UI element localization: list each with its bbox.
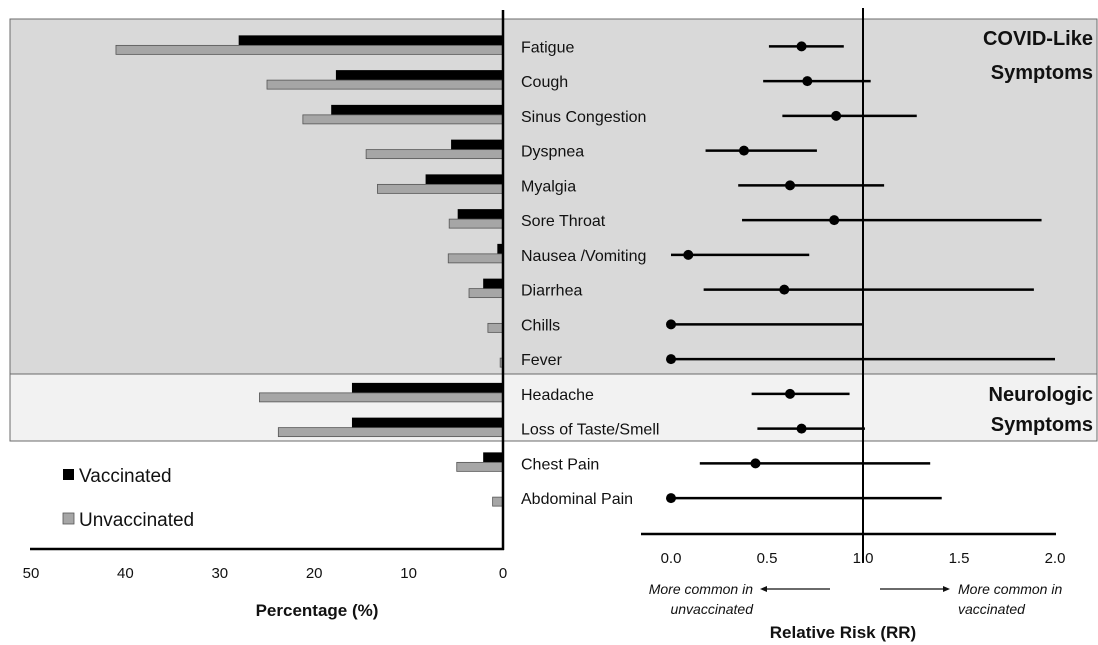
rr-point-cough xyxy=(802,76,813,87)
symptom-label-fatigue: Fatigue xyxy=(521,39,574,56)
arrowhead-right xyxy=(943,586,950,592)
symptom-label-dyspnea: Dyspnea xyxy=(521,144,584,161)
symptom-label-loss-of-taste-smell: Loss of Taste/Smell xyxy=(521,422,659,439)
bar-tick-20: 20 xyxy=(306,565,323,582)
legend: Vaccinated Unvaccinated xyxy=(62,466,194,531)
bar-vaccinated-myalgia xyxy=(425,174,503,185)
rr-point-fatigue xyxy=(796,41,807,52)
rr-point-sinus-congestion xyxy=(831,110,842,121)
legend-label-vaccinated: Vaccinated xyxy=(79,466,172,487)
symptom-label-sinus-congestion: Sinus Congestion xyxy=(521,109,646,126)
bar-tick-40: 40 xyxy=(117,565,134,582)
legend-swatch-vaccinated xyxy=(63,469,74,480)
rr-point-myalgia xyxy=(785,180,796,191)
symptom-label-diarrhea: Diarrhea xyxy=(521,283,582,300)
group-title-covid-line1: COVID-Like xyxy=(983,28,1093,50)
bar-vaccinated-sore-throat xyxy=(457,209,503,220)
note-right-line1: More common in xyxy=(958,581,1062,597)
rr-tick-1-5: 1.5 xyxy=(949,550,970,567)
bar-unvaccinated-myalgia xyxy=(377,183,504,194)
note-arrows xyxy=(760,586,950,592)
symptom-labels: Fatigue Cough Sinus Congestion Dyspnea Myalg… xyxy=(521,39,659,508)
rr-point-fever xyxy=(666,354,676,365)
bar-vaccinated-diarrhea xyxy=(483,278,503,289)
symptom-label-sore-throat: Sore Throat xyxy=(521,213,606,230)
rr-point-loss-of-taste-smell xyxy=(796,423,807,434)
rr-point-diarrhea xyxy=(779,284,790,295)
group-title-neuro-line1: Neurologic xyxy=(989,384,1093,406)
rr-point-chills xyxy=(666,319,676,330)
bar-unvaccinated-abdominal-pain xyxy=(492,496,504,507)
bar-tick-50: 50 xyxy=(23,565,40,582)
symptom-label-abdominal-pain: Abdominal Pain xyxy=(521,491,633,508)
group-title-covid-line2: Symptoms xyxy=(991,62,1093,84)
note-left-line2: unvaccinated xyxy=(670,601,754,617)
bar-tick-0: 0 xyxy=(499,565,507,582)
bar-vaccinated-nausea-vomiting xyxy=(497,243,503,254)
relative-risk-plot xyxy=(666,8,1055,563)
bar-vaccinated-fatigue xyxy=(238,35,503,46)
rr-tick-0-0: 0.0 xyxy=(661,550,682,567)
group-band-neurologic xyxy=(9,373,1098,442)
legend-swatch-unvaccinated xyxy=(62,512,75,525)
bar-vaccinated-chest-pain xyxy=(483,452,503,463)
rr-point-abdominal-pain xyxy=(666,493,676,504)
bar-vaccinated-headache xyxy=(351,382,503,393)
symptom-label-fever: Fever xyxy=(521,352,563,369)
bar-unvaccinated-cough xyxy=(266,79,504,90)
bar-unvaccinated-sinus-congestion xyxy=(302,114,504,125)
group-band-covid-like xyxy=(9,18,1098,375)
symptom-label-headache: Headache xyxy=(521,387,594,404)
group-title-neuro-line2: Symptoms xyxy=(991,414,1093,436)
group-backgrounds xyxy=(9,18,1098,442)
bar-unvaccinated-chest-pain xyxy=(456,461,504,472)
rr-point-sore-throat xyxy=(829,215,840,226)
rr-tick-1-0: 1.0 xyxy=(853,550,874,567)
bar-unvaccinated-chills xyxy=(487,322,504,333)
rr-point-headache xyxy=(785,388,796,399)
bar-tick-30: 30 xyxy=(211,565,228,582)
symptom-label-chest-pain: Chest Pain xyxy=(521,456,599,473)
bar-vaccinated-loss-of-taste-smell xyxy=(351,417,503,428)
bar-unvaccinated-nausea-vomiting xyxy=(447,253,504,264)
axes: 50 40 30 20 10 0 0.0 0.5 1.0 1.5 2.0 xyxy=(23,10,1066,582)
note-right-line2: vaccinated xyxy=(958,601,1026,617)
bar-unvaccinated-headache xyxy=(259,392,504,403)
bar-vaccinated-cough xyxy=(335,70,503,81)
bar-vaccinated-sinus-congestion xyxy=(331,104,503,115)
bar-tick-10: 10 xyxy=(400,565,417,582)
rr-point-nausea-vomiting xyxy=(683,249,694,260)
rr-tick-2-0: 2.0 xyxy=(1045,550,1066,567)
rr-point-chest-pain xyxy=(750,458,761,469)
bar-unvaccinated-fatigue xyxy=(115,44,504,55)
arrowhead-left xyxy=(760,586,767,592)
bar-unvaccinated-dyspnea xyxy=(365,149,504,160)
symptom-label-nausea-vomiting: Nausea /Vomiting xyxy=(521,248,646,265)
legend-label-unvaccinated: Unvaccinated xyxy=(79,510,194,531)
bar-unvaccinated-sore-throat xyxy=(448,218,504,229)
symptom-label-myalgia: Myalgia xyxy=(521,178,576,195)
rr-tick-0-5: 0.5 xyxy=(757,550,778,567)
bar-unvaccinated-diarrhea xyxy=(468,288,504,299)
bar-axis-title: Percentage (%) xyxy=(256,601,379,620)
rr-point-dyspnea xyxy=(738,145,749,156)
rr-axis-title: Relative Risk (RR) xyxy=(770,623,916,642)
note-left-line1: More common in xyxy=(649,581,753,597)
symptom-label-chills: Chills xyxy=(521,317,560,334)
bar-unvaccinated-loss-of-taste-smell xyxy=(277,427,504,438)
symptom-label-cough: Cough xyxy=(521,74,568,91)
bar-vaccinated-dyspnea xyxy=(451,139,503,150)
percentage-bars xyxy=(115,35,504,507)
